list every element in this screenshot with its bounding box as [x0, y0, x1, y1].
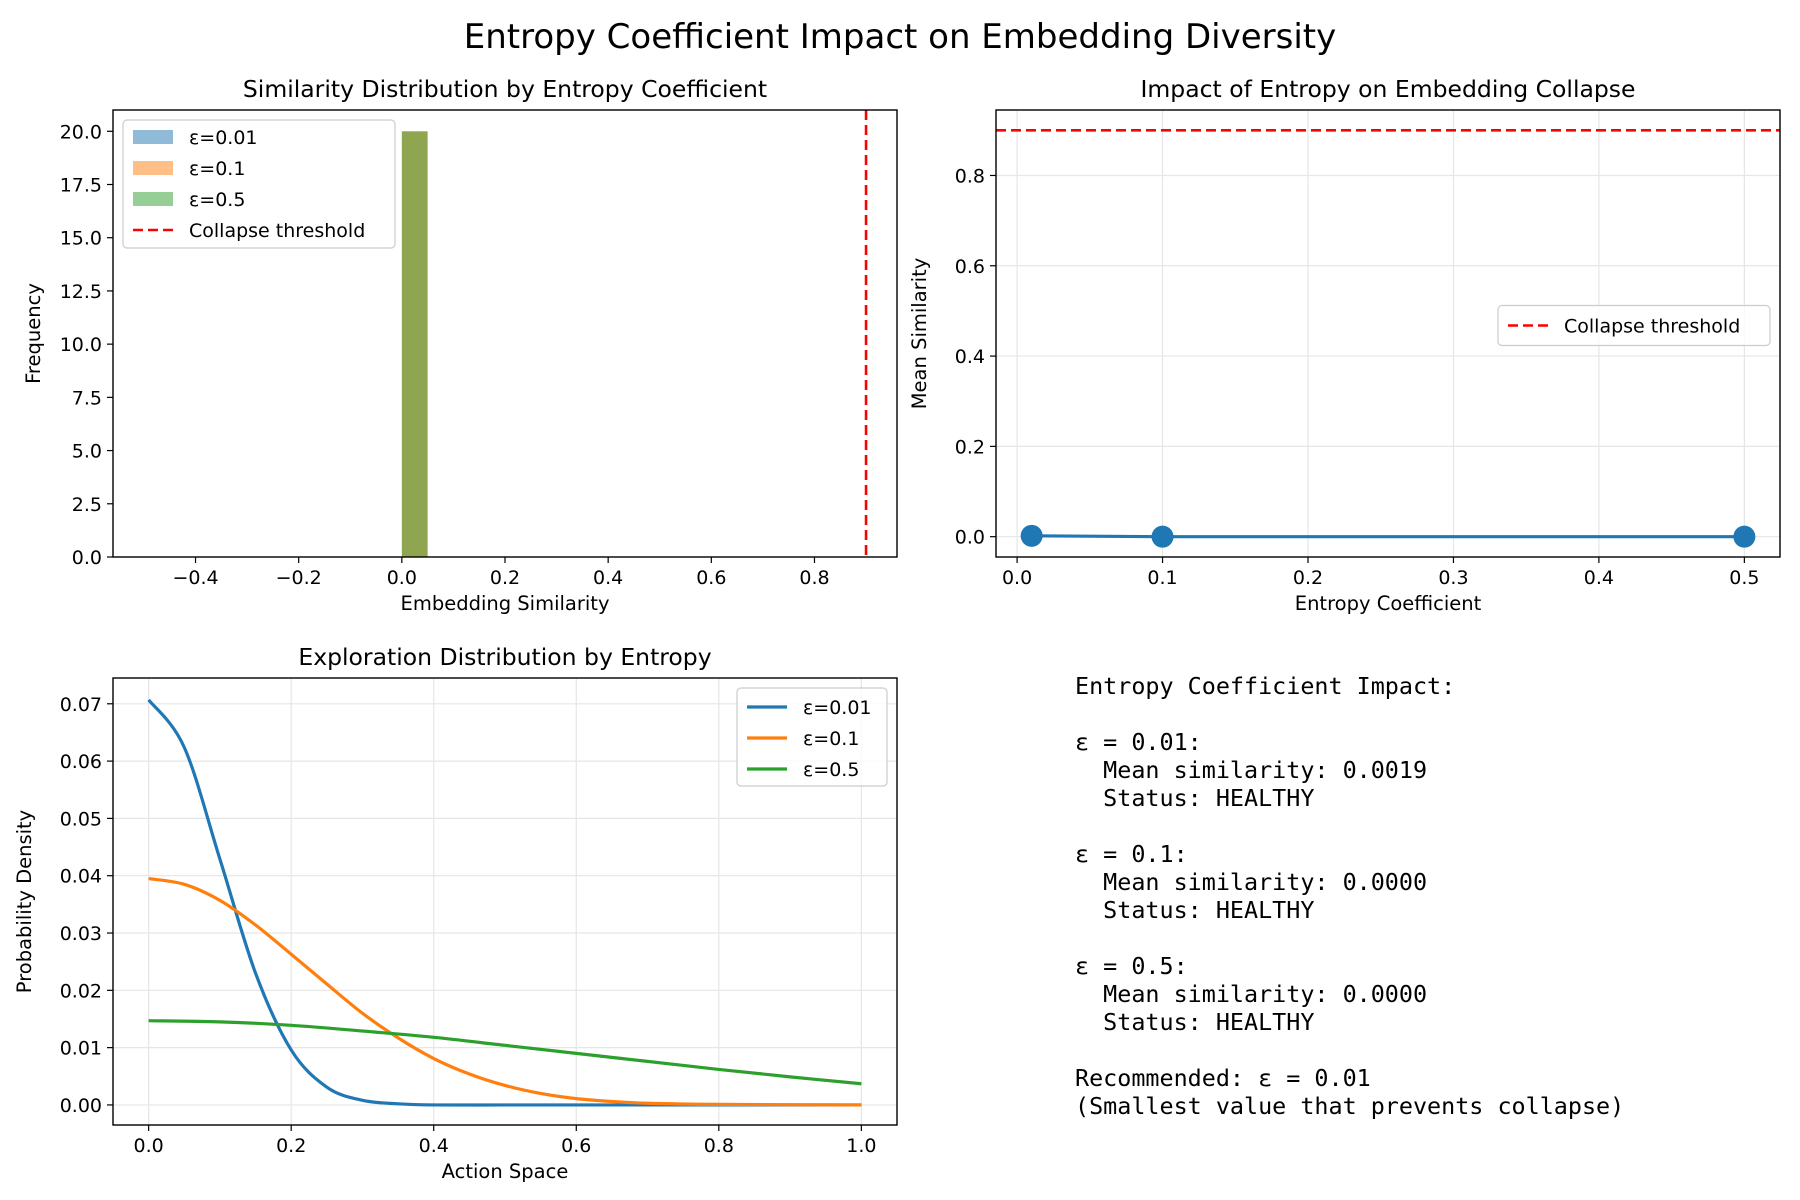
x-tick-label: 0.0	[134, 1135, 164, 1157]
y-tick-label: 17.5	[60, 175, 102, 197]
summary-line	[1075, 700, 1624, 728]
histogram-panel: −0.4 −0.2 0.0 0.2 0.4 0.6 0.8 0.0 2.5 5.0 7.5 10.0 1…	[22, 75, 898, 615]
x-tick-label: 0.2	[490, 567, 520, 589]
summary-line	[1075, 1036, 1624, 1064]
x-tick-label: 0.8	[799, 567, 829, 589]
data-point	[1733, 525, 1756, 548]
summary-line: Status: HEALTHY	[1075, 896, 1315, 924]
legend-label: Collapse threshold	[189, 220, 365, 242]
y-tick-label: 12.5	[60, 281, 102, 303]
y-tick-label: 0.00	[60, 1095, 102, 1117]
y-axis-label: Mean Similarity	[908, 258, 931, 410]
x-tick-label: 0.8	[704, 1135, 734, 1157]
legend-swatch	[133, 161, 173, 175]
legend-box	[1497, 304, 1771, 347]
summary-line: Entropy Coefficient Impact:	[1075, 672, 1456, 700]
y-tick-label: 0.8	[955, 165, 985, 187]
legend-swatch	[133, 192, 173, 206]
density-curve-0	[147, 698, 862, 1107]
x-tick-label: 0.6	[561, 1135, 591, 1157]
y-tick-label: 0.06	[60, 751, 102, 773]
legend-label: ε=0.01	[189, 127, 258, 149]
collapse-line-panel: 0.0 0.1 0.2 0.3 0.4 0.5 0.0 0.2 0.4 0.6 0.8 Impact …	[908, 75, 1781, 615]
x-axis-label: Entropy Coefficient	[1295, 592, 1482, 615]
y-axis-label: Frequency	[22, 283, 45, 384]
y-tick-label: 0.6	[955, 256, 985, 278]
x-tick-label: 0.0	[387, 567, 417, 589]
x-tick-label: 1.0	[846, 1135, 876, 1157]
x-tick-label: 0.4	[593, 567, 623, 589]
x-tick-label: 0.1	[1147, 567, 1177, 589]
legend-label: ε=0.1	[189, 158, 245, 180]
axes-frame	[995, 109, 1781, 558]
summary-line	[1075, 812, 1624, 840]
data-point	[1020, 524, 1043, 547]
legend-box	[122, 119, 396, 249]
summary-line	[1075, 924, 1624, 952]
y-tick-label: 2.5	[72, 494, 102, 516]
panel-title: Similarity Distribution by Entropy Coeff…	[243, 75, 767, 103]
y-axis-label: Probability Density	[13, 810, 36, 993]
x-axis-label: Action Space	[442, 1160, 569, 1183]
summary-line: Recommended: ε = 0.01	[1075, 1064, 1371, 1092]
legend: ε=0.01 ε=0.1 ε=0.5 Collapse threshold	[122, 119, 396, 249]
y-tick-label: 0.05	[60, 808, 102, 830]
histogram-bar	[401, 131, 428, 558]
panel-title: Impact of Entropy on Embedding Collapse	[1140, 75, 1635, 103]
exploration-panel: 0.0 0.2 0.4 0.6 0.8 1.0 0.00 0.01 0.02 0.03 0.04 0.…	[13, 643, 898, 1183]
legend-swatch	[133, 130, 173, 144]
y-tick-label: 15.0	[60, 228, 102, 250]
summary-text: Entropy Coefficient Impact: ε = 0.01: Mea…	[1075, 672, 1624, 1120]
y-tick-label: 5.0	[72, 441, 102, 463]
legend: ε=0.01 ε=0.1 ε=0.5	[736, 687, 888, 787]
summary-line: ε = 0.1:	[1075, 840, 1188, 868]
legend-label: ε=0.5	[189, 189, 245, 211]
summary-line: ε = 0.01:	[1075, 728, 1202, 756]
x-tick-label: 0.2	[1293, 567, 1323, 589]
density-curve-2	[148, 1019, 862, 1086]
legend: Collapse threshold	[1497, 304, 1771, 347]
y-tick-label: 20.0	[60, 121, 102, 143]
y-tick-label: 0.4	[955, 346, 985, 368]
panel-title: Exploration Distribution by Entropy	[298, 643, 711, 671]
legend-label: ε=0.5	[803, 759, 859, 781]
axes-frame	[112, 677, 898, 1126]
x-axis-label: Embedding Similarity	[401, 592, 610, 615]
x-tick-label: 0.0	[1002, 567, 1032, 589]
x-tick-label: 0.2	[276, 1135, 306, 1157]
summary-line: Status: HEALTHY	[1075, 1008, 1315, 1036]
y-tick-label: 0.2	[955, 436, 985, 458]
y-tick-label: 0.0	[955, 527, 985, 549]
y-tick-label: 7.5	[72, 387, 102, 409]
summary-line: Mean similarity: 0.0000	[1075, 868, 1428, 896]
x-tick-label: 0.5	[1729, 567, 1759, 589]
summary-line: ε = 0.5:	[1075, 952, 1188, 980]
summary-line: Mean similarity: 0.0000	[1075, 980, 1428, 1008]
x-tick-label: −0.4	[172, 567, 218, 589]
x-tick-label: 0.3	[1438, 567, 1468, 589]
x-tick-label: 0.6	[696, 567, 726, 589]
y-tick-label: 0.04	[60, 866, 102, 888]
legend-label: Collapse threshold	[1564, 316, 1740, 338]
legend-label: ε=0.01	[803, 697, 872, 719]
x-tick-label: −0.2	[276, 567, 322, 589]
summary-line: Status: HEALTHY	[1075, 784, 1315, 812]
y-tick-label: 10.0	[60, 334, 102, 356]
y-tick-label: 0.01	[60, 1038, 102, 1060]
summary-line: (Smallest value that prevents collapse)	[1075, 1092, 1625, 1120]
density-curve-1	[148, 876, 862, 1107]
x-tick-label: 0.4	[419, 1135, 449, 1157]
summary-line: Mean similarity: 0.0019	[1075, 756, 1428, 784]
y-tick-label: 0.02	[60, 980, 102, 1002]
y-tick-label: 0.07	[60, 694, 102, 716]
y-tick-label: 0.03	[60, 923, 102, 945]
x-tick-label: 0.4	[1584, 567, 1614, 589]
data-point	[1151, 525, 1174, 548]
legend-box	[736, 687, 888, 787]
y-tick-label: 0.0	[72, 547, 102, 569]
legend-label: ε=0.1	[803, 728, 859, 750]
mean-similarity-line	[1031, 534, 1745, 539]
figure-suptitle: Entropy Coefficient Impact on Embedding …	[464, 17, 1336, 57]
